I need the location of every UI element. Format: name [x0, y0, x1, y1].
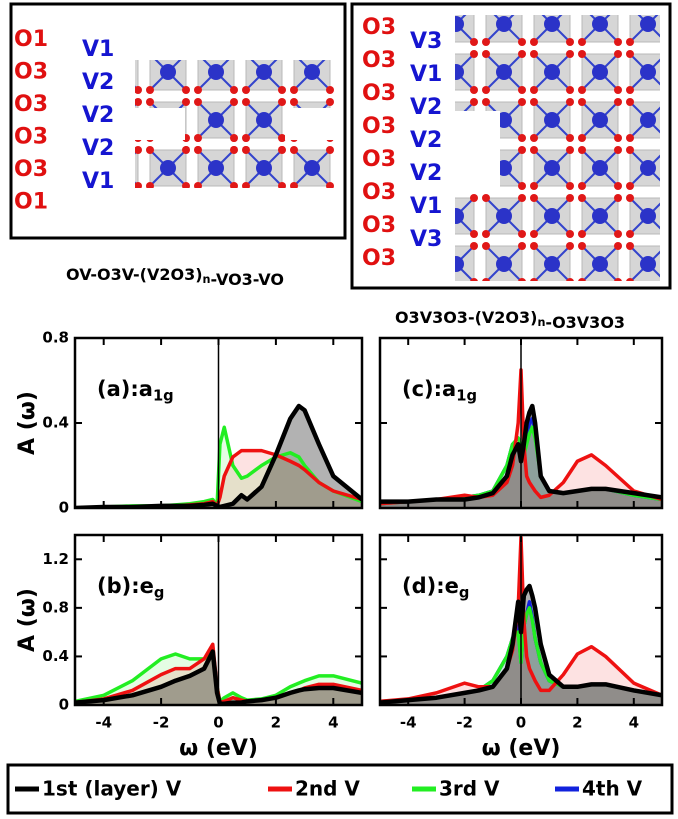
structure-caption-part: n [203, 273, 211, 286]
x-tick-label: -4 [95, 714, 112, 732]
x-tick-label: 4 [629, 714, 639, 732]
v-label: V3 [410, 227, 442, 252]
o-label: O3 [14, 125, 48, 150]
structure-art [135, 140, 335, 188]
o-label: O3 [362, 15, 396, 40]
panel-label-part: g [154, 584, 165, 601]
structure-caption-part: -VO3-VO [210, 269, 284, 288]
v-label: V2 [82, 136, 114, 161]
structure-art [455, 15, 660, 111]
o-label: O1 [14, 27, 48, 52]
v-label: V1 [82, 169, 114, 194]
o-label: O3 [362, 48, 396, 73]
y-axis-label: A (ω) [15, 588, 40, 652]
y-tick-label: 0.8 [42, 598, 69, 616]
structure-caption: OV-O3V-(V2O3)n-VO3-VO [66, 265, 284, 289]
structure-art [500, 111, 660, 191]
panel-label-part: g [459, 584, 470, 601]
legend-label: 1st (layer) V [42, 777, 182, 801]
v-label: V2 [410, 128, 442, 153]
y-tick-label: 0 [59, 499, 69, 517]
structure-caption-part: -O3V3O3 [545, 312, 625, 331]
panel-label-part: 1g [153, 387, 174, 404]
o-label: O3 [362, 81, 396, 106]
o-label: O3 [14, 157, 48, 182]
structure-frame [11, 4, 345, 238]
o-label: O3 [362, 114, 396, 139]
o-label: O3 [362, 246, 396, 271]
y-tick-label: 0.8 [42, 329, 69, 347]
v-label: V2 [410, 95, 442, 120]
legend-label: 4th V [582, 777, 643, 801]
o-label: O3 [362, 180, 396, 205]
y-tick-label: 0.4 [42, 647, 69, 665]
legend-label: 3rd V [439, 777, 500, 801]
structure-art [135, 60, 335, 108]
x-tick-label: -2 [153, 714, 170, 732]
x-tick-label: 0 [516, 714, 526, 732]
y-tick-label: 0.4 [42, 414, 69, 432]
v-label: V1 [82, 37, 114, 62]
v-label: V2 [410, 161, 442, 186]
v-label: V1 [410, 62, 442, 87]
structure-caption-part: OV-O3V-(V2O3) [66, 265, 203, 284]
panel-label-part: (b):e [97, 574, 154, 598]
structure-caption-part: O3V3O3-(V2O3) [395, 308, 538, 327]
x-tick-label: 2 [572, 714, 582, 732]
x-axis-label: ω (eV) [482, 736, 561, 761]
o-label: O3 [14, 60, 48, 85]
figure: O1O3O3O3O3O1V1V2V2V2V1OV-O3V-(V2O3)n-VO3… [0, 0, 678, 819]
panel-label-part: (d):e [402, 574, 459, 598]
structure-caption-part: n [537, 316, 545, 329]
o-label: O3 [14, 92, 48, 117]
x-tick-label: 2 [271, 714, 281, 732]
x-tick-label: -4 [400, 714, 417, 732]
legend-label: 2nd V [295, 777, 360, 801]
v-label: V1 [410, 194, 442, 219]
y-tick-label: 1.2 [42, 550, 69, 568]
o-label: O3 [362, 213, 396, 238]
v-label: V3 [410, 29, 442, 54]
panel-label: (d):eg [402, 574, 469, 601]
panel-label: (c):a1g [402, 377, 477, 404]
structure-art [455, 191, 660, 281]
panel-label-part: 1g [456, 387, 477, 404]
v-label: V2 [82, 103, 114, 128]
o-label: O3 [362, 147, 396, 172]
panel-label: (b):eg [97, 574, 164, 601]
panel-label: (a):a1g [97, 377, 174, 404]
x-tick-label: -2 [456, 714, 473, 732]
x-axis-label: ω (eV) [179, 736, 258, 761]
y-tick-label: 0 [59, 696, 69, 714]
y-axis-label: A (ω) [15, 391, 40, 455]
structure-caption: O3V3O3-(V2O3)n-O3V3O3 [395, 308, 625, 332]
o-label: O1 [14, 190, 48, 215]
v-label: V2 [82, 70, 114, 95]
panel-label-part: (a):a [97, 377, 153, 401]
panel-label-part: (c):a [402, 377, 456, 401]
x-tick-label: 4 [328, 714, 338, 732]
x-tick-label: 0 [213, 714, 223, 732]
